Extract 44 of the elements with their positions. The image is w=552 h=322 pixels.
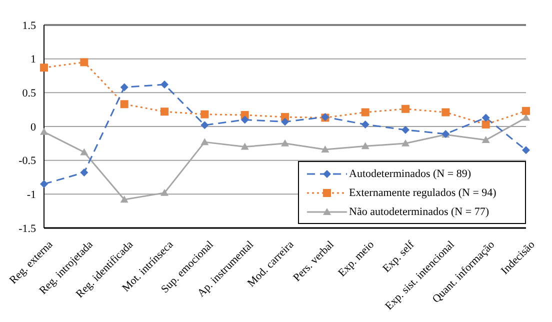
y-tick-label: 1: [30, 54, 36, 66]
y-tick-label: -0.5: [18, 155, 36, 168]
point: [442, 108, 450, 116]
y-tick-label: -1: [26, 189, 36, 202]
point: [120, 196, 128, 203]
point: [402, 126, 410, 134]
point: [281, 118, 289, 126]
point: [482, 120, 490, 128]
x-tick-label: Exp. meio: [336, 238, 377, 280]
point: [120, 100, 128, 108]
point: [200, 138, 209, 146]
y-tick-label: 0.5: [22, 88, 36, 100]
point: [80, 168, 88, 177]
point: [160, 80, 168, 89]
point: [321, 146, 330, 153]
point: [80, 148, 88, 156]
point: [160, 108, 168, 116]
y-tick-label: -1.5: [18, 222, 36, 235]
point: [361, 108, 370, 116]
point: [40, 180, 48, 188]
point: [160, 188, 168, 196]
point: [482, 114, 490, 122]
legend-label: Externamente regulados (N = 94): [349, 186, 496, 198]
point: [281, 139, 289, 146]
point: [40, 64, 48, 72]
point: [482, 136, 490, 144]
x-tick-label: Exp. self: [380, 238, 417, 275]
point: [240, 142, 249, 150]
legend-label: Não autodeterminados (N = 77): [349, 206, 489, 218]
point: [240, 116, 249, 124]
point: [120, 83, 128, 92]
legend-label: Autodeterminados (N = 89): [349, 168, 471, 180]
point: [80, 58, 88, 66]
point: [522, 146, 530, 154]
y-tick-label: 0: [30, 121, 36, 134]
point: [361, 120, 370, 128]
point: [200, 121, 209, 130]
point: [40, 128, 48, 135]
point: [200, 110, 209, 118]
point: [522, 106, 530, 115]
point: [402, 104, 410, 113]
point: [402, 139, 410, 146]
point: [361, 142, 370, 150]
y-tick-label: 1.5: [22, 20, 36, 32]
